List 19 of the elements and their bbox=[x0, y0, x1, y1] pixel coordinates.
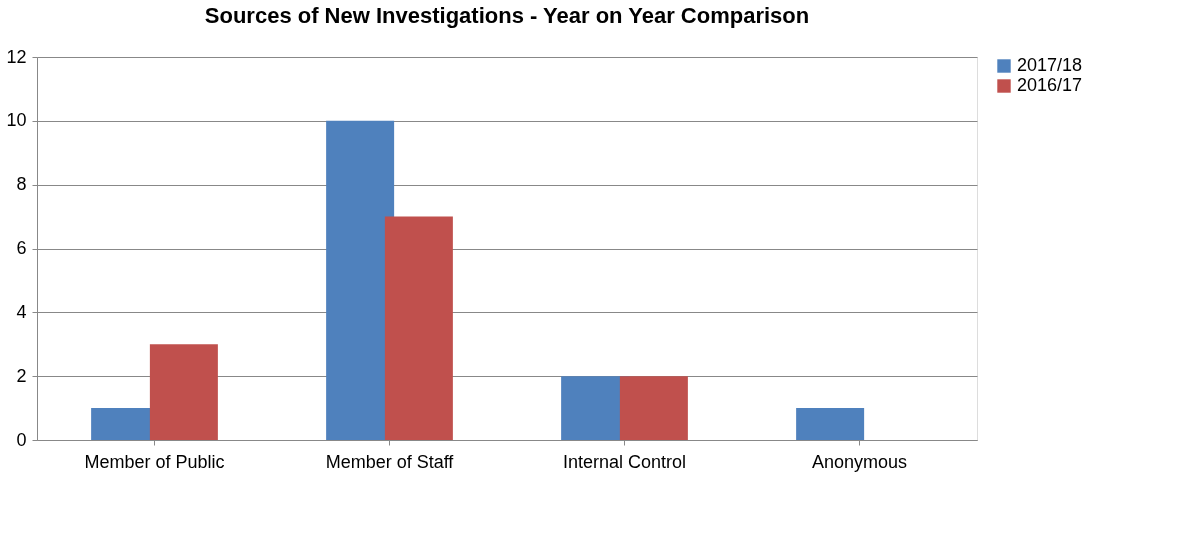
bar bbox=[619, 376, 688, 440]
legend-label: 2016/17 bbox=[1017, 75, 1083, 95]
bar bbox=[326, 120, 395, 440]
y-tick-label: 10 bbox=[6, 110, 27, 131]
legend-label: 2017/18 bbox=[1017, 55, 1083, 75]
x-tick-label: Internal Control bbox=[562, 451, 687, 472]
bar bbox=[149, 344, 218, 440]
y-tick-label: 0 bbox=[16, 429, 27, 450]
y-tick-label: 6 bbox=[16, 238, 27, 258]
x-tick-label: Member of Staff bbox=[325, 451, 455, 472]
y-tick-label: 2 bbox=[16, 365, 27, 386]
y-tick-label: 4 bbox=[16, 301, 27, 322]
x-tick-label: Member of Public bbox=[84, 451, 225, 472]
bar bbox=[384, 216, 453, 440]
y-tick-label: 12 bbox=[6, 46, 27, 67]
x-tick-label: Anonymous bbox=[811, 451, 908, 472]
y-tick-label: 8 bbox=[16, 174, 27, 195]
chart-title: Sources of New Investigations - Year on Year Comparison bbox=[204, 3, 810, 28]
bar bbox=[796, 408, 865, 440]
